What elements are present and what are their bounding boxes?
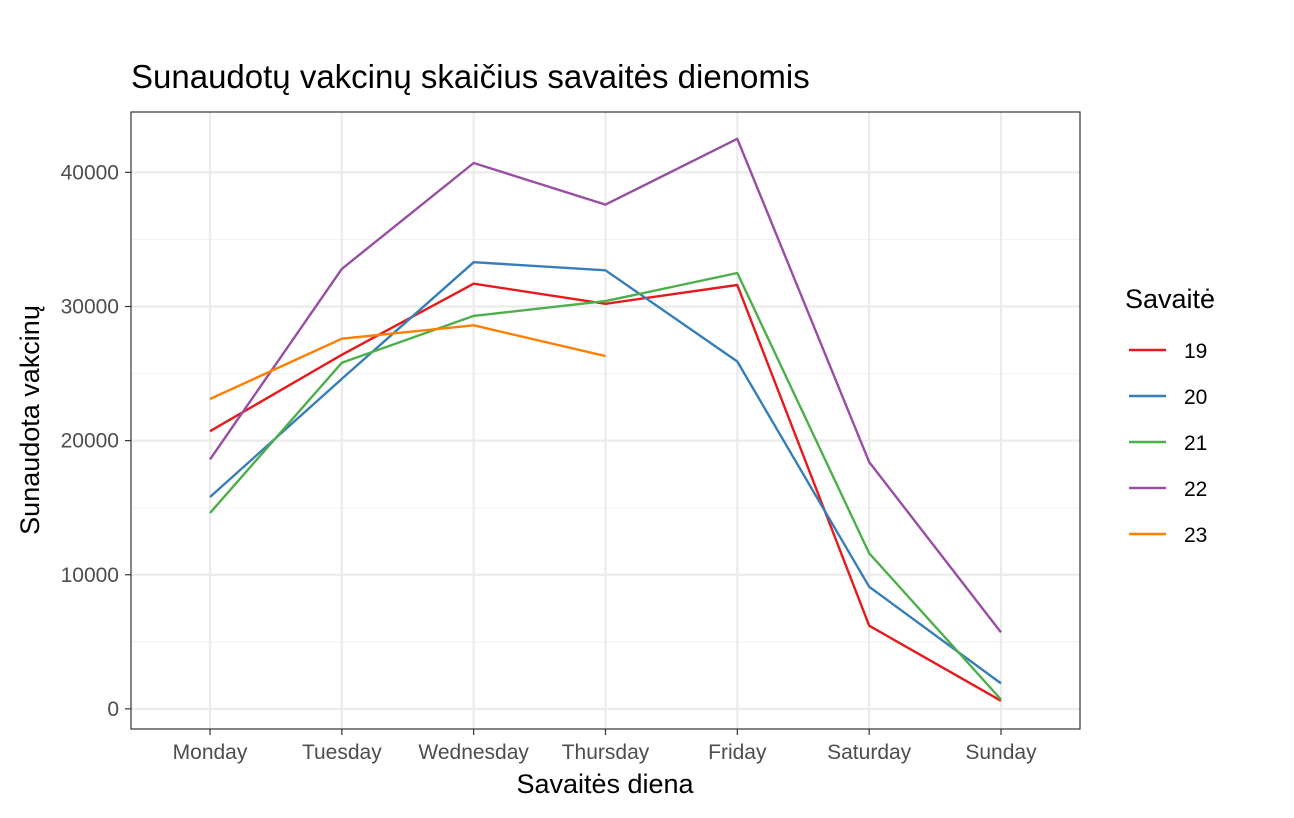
legend-title: Savaitė	[1125, 284, 1215, 314]
legend-label-19: 19	[1184, 340, 1207, 363]
x-tick-label: Tuesday	[302, 741, 382, 764]
x-axis: Monday Tuesday Wednesday Thursday Friday Satu…	[173, 729, 1037, 764]
y-tick-label: 10000	[61, 564, 119, 587]
x-tick-label: Monday	[173, 741, 248, 764]
y-axis: 0 10000 20000 30000 40000	[61, 161, 131, 721]
legend-items: 19 20 21 22 23	[1129, 340, 1207, 547]
x-tick-label: Friday	[708, 741, 767, 764]
legend-label-21: 21	[1184, 432, 1207, 455]
legend: Savaitė 19 20 21 22 23	[1125, 284, 1215, 547]
x-tick-label: Saturday	[827, 741, 912, 764]
series-line-21	[209, 271, 1002, 701]
y-tick-label: 40000	[61, 161, 119, 184]
major-gridlines	[131, 112, 1080, 729]
series-line-19	[209, 282, 1002, 702]
chart-title: Sunaudotų vakcinų skaičius savaitės dien…	[131, 58, 810, 95]
series-lines	[209, 137, 1002, 702]
legend-label-23: 23	[1184, 524, 1207, 547]
series-line-20	[209, 261, 1002, 685]
legend-label-20: 20	[1184, 386, 1207, 409]
x-tick-label: Wednesday	[418, 741, 529, 764]
x-axis-title: Savaitės diena	[516, 769, 694, 799]
y-tick-label: 20000	[61, 430, 119, 453]
legend-label-22: 22	[1184, 478, 1207, 501]
series-line-23	[209, 324, 606, 401]
x-tick-label: Sunday	[965, 741, 1037, 764]
y-tick-label: 0	[107, 698, 119, 721]
y-axis-title: Sunaudota vakcinų	[15, 305, 45, 535]
y-tick-label: 30000	[61, 295, 119, 318]
series-line-22	[209, 137, 1002, 634]
x-tick-label: Thursday	[562, 741, 650, 764]
